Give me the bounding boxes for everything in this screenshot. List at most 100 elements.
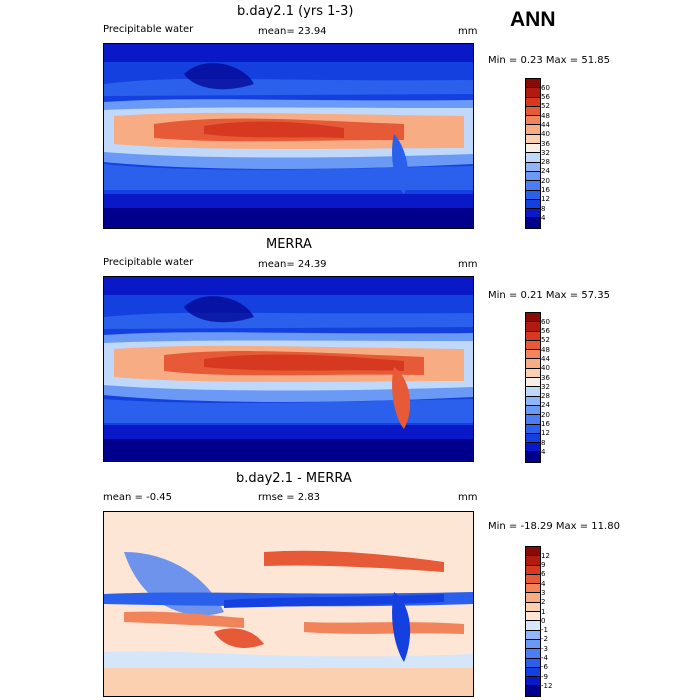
panel-2-colorbar: 60 56 52 48 44 40 36 32 28 24 20 16 12 8… (525, 312, 565, 463)
panel-2-colorbar-cell (526, 368, 540, 379)
panel-2-colorbar-tick: 12 (541, 429, 550, 437)
panel-2-colorbar-cell (526, 340, 540, 351)
panel-1-colorbar-cell (526, 125, 540, 135)
panel-2-colorbar-tick: 48 (541, 346, 550, 354)
panel-3-units-label: mm (458, 492, 478, 503)
panel-2-colorbar-tick: 20 (541, 411, 550, 419)
panel-1-colorbar-tick: 56 (541, 93, 550, 101)
panel-2-colorbar-tick: 24 (541, 401, 550, 409)
panel-1-colorbar-tick: 16 (541, 186, 550, 194)
panel-3-colorbar-tick: 2 (541, 598, 546, 606)
panel-3-colorbar-cell (526, 677, 540, 687)
panel-3-colorbar-cell (526, 658, 540, 668)
panel-3-colorbar-tick: -2 (541, 635, 548, 643)
panel-3-colorbar-cell (526, 630, 540, 640)
season-label: ANN (510, 8, 556, 31)
panel-1-colorbar-cell (526, 79, 540, 89)
panel-2-colorbar-tick: 60 (541, 318, 550, 326)
panel-3-colorbar-tick: -3 (541, 645, 548, 653)
panel-2-colorbar-cell (526, 452, 540, 462)
panel-3-map-field (104, 512, 473, 696)
panel-2-variable-label: Precipitable water (103, 257, 194, 268)
panel-1-mean-label: mean= 23.94 (258, 26, 327, 37)
panel-2-map-field (104, 277, 473, 461)
panel-3-colorbar-cell (526, 612, 540, 622)
panel-3-minmax-label: Min = -18.29 Max = 11.80 (488, 521, 620, 532)
panel-2-map (103, 276, 474, 462)
panel-1-colorbar-cell (526, 218, 540, 228)
panel-1-colorbar-cell (526, 199, 540, 210)
panel-3-colorbar-tick: 1 (541, 608, 546, 616)
panel-2-colorbar-tick: 40 (541, 364, 550, 372)
panel-3-colorbar-tick: -9 (541, 673, 548, 681)
panel-1-units-label: mm (458, 26, 478, 37)
panel-1-colorbar-cell (526, 181, 540, 191)
panel-1-colorbar-cell (526, 97, 540, 107)
panel-1-variable-label: Precipitable water (103, 24, 194, 35)
panel-1-colorbar-cell (526, 209, 540, 219)
panel-1-colorbar-cell (526, 134, 540, 145)
panel-3-colorbar-tick: -1 (541, 626, 548, 634)
panel-3-colorbar-tick: 0 (541, 617, 546, 625)
panel-2-colorbar-tick: 36 (541, 374, 550, 382)
panel-1-colorbar-tick: 44 (541, 121, 550, 129)
panel-2-colorbar-cell (526, 443, 540, 453)
panel-3-colorbar-cell (526, 686, 540, 696)
panel-1-colorbar-cell (526, 162, 540, 172)
panel-1-colorbar-tick: 28 (541, 158, 550, 166)
panel-2-units-label: mm (458, 259, 478, 270)
panel-3-colorbar-tick: -4 (541, 654, 548, 662)
panel-2-colorbar-tick: 4 (541, 448, 546, 456)
panel-2-colorbar-cell (526, 405, 540, 416)
panel-2-colorbar-tick: 56 (541, 327, 550, 335)
panel-2-colorbar-tick: 8 (541, 439, 546, 447)
panel-1-colorbar-tick: 40 (541, 130, 550, 138)
panel-3-colorbar-cell (526, 602, 540, 613)
panel-1-title: b.day2.1 (yrs 1-3) (237, 4, 354, 19)
panel-1-colorbar-tick: 32 (541, 149, 550, 157)
panel-3-colorbar-tick: 12 (541, 552, 550, 560)
panel-3-mean-label: mean = -0.45 (103, 492, 172, 503)
panel-1-colorbar-tick: 52 (541, 102, 550, 110)
panel-1-map (103, 43, 474, 229)
panel-2-title: MERRA (266, 237, 312, 252)
panel-2-colorbar-box (525, 312, 541, 463)
panel-3-colorbar-cell (526, 547, 540, 557)
panel-3-colorbar-cell (526, 593, 540, 603)
panel-1-colorbar-tick: 60 (541, 84, 550, 92)
panel-2-colorbar-cell (526, 359, 540, 369)
panel-1-colorbar-tick: 48 (541, 112, 550, 120)
panel-2-colorbar-cell (526, 313, 540, 323)
panel-1-minmax-label: Min = 0.23 Max = 51.85 (488, 55, 610, 66)
panel-1-colorbar-tick: 12 (541, 195, 550, 203)
panel-3-rmse-label: rmse = 2.83 (258, 492, 321, 503)
panel-3-title: b.day2.1 - MERRA (236, 471, 352, 486)
panel-2-colorbar-tick: 44 (541, 355, 550, 363)
panel-2-colorbar-cell (526, 424, 540, 434)
panel-3-colorbar-cell (526, 565, 540, 575)
panel-3-colorbar-tick: 9 (541, 561, 546, 569)
panel-3-colorbar-tick: 6 (541, 570, 546, 578)
panel-2-colorbar-cell (526, 433, 540, 444)
panel-3-colorbar-cell (526, 584, 540, 594)
panel-3-colorbar-box (525, 546, 541, 697)
panel-2-colorbar-cell (526, 350, 540, 360)
panel-3-colorbar-tick: 4 (541, 580, 546, 588)
panel-1-colorbar-tick: 24 (541, 167, 550, 175)
panel-1-colorbar-tick: 4 (541, 214, 546, 222)
panel-1-colorbar-tick: 36 (541, 140, 550, 148)
panel-3-colorbar-cell (526, 621, 540, 631)
panel-2-colorbar-cell (526, 378, 540, 388)
panel-3-colorbar-tick: -12 (541, 682, 553, 690)
panel-1-colorbar-box (525, 78, 541, 229)
panel-2-colorbar-cell (526, 387, 540, 397)
panel-1-colorbar-cell (526, 153, 540, 163)
panel-3-colorbar-cell (526, 574, 540, 585)
panel-1-colorbar-cell (526, 88, 540, 98)
panel-3-colorbar-tick: -6 (541, 663, 548, 671)
panel-1-colorbar-cell (526, 171, 540, 182)
panel-2-colorbar-tick: 16 (541, 420, 550, 428)
panel-3-colorbar-cell (526, 649, 540, 659)
panel-1-colorbar-cell (526, 190, 540, 200)
panel-2-colorbar-tick: 28 (541, 392, 550, 400)
